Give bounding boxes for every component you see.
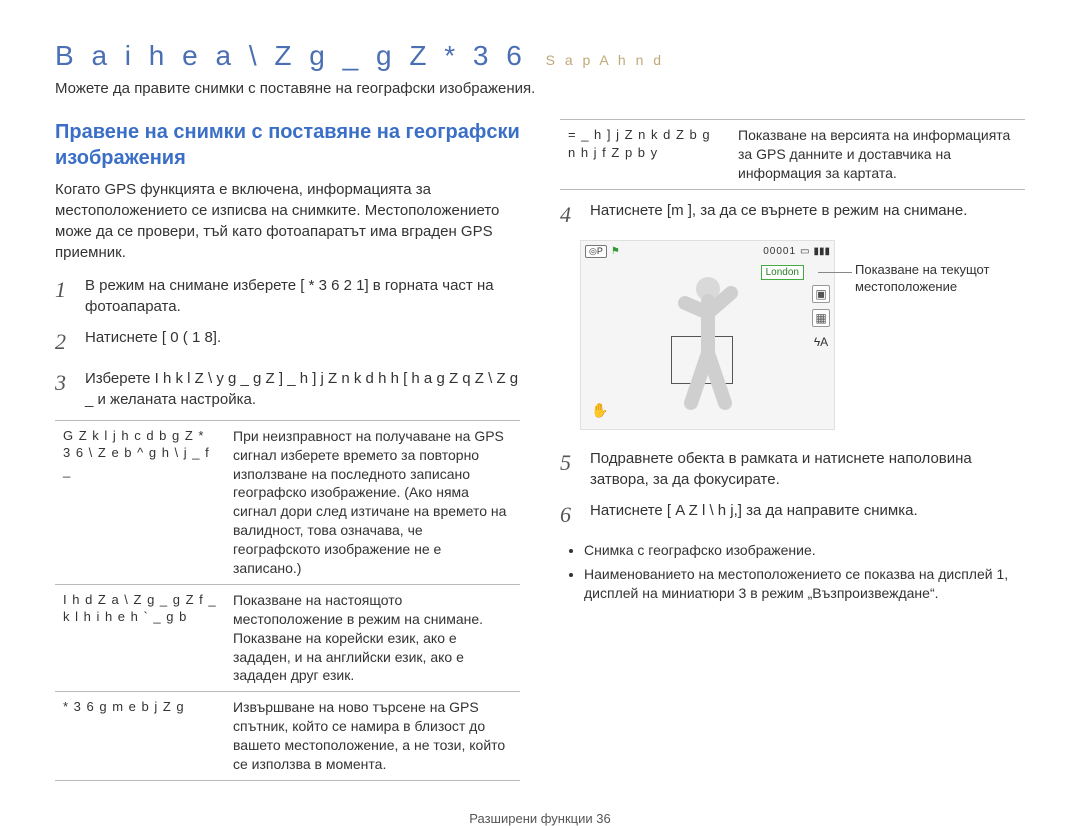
content-columns: Правене на снимки с поставяне на географ… <box>55 119 1025 791</box>
left-column: Правене на снимки с поставяне на географ… <box>55 119 520 791</box>
camera-preview: ◎P ⚑ 00001 ▭ ▮▮▮ London ▣ ▦ ϟA <box>580 240 835 430</box>
step-5: 5 Подравнете обекта в рамката и натиснет… <box>560 448 1025 490</box>
battery-icon: ▮▮▮ <box>813 246 830 257</box>
opt-label: = _ h ] j Z n k d Z b g n h j f Z p b y <box>560 120 730 190</box>
callout-line <box>818 272 852 273</box>
preview-wrap: ◎P ⚑ 00001 ▭ ▮▮▮ London ▣ ▦ ϟA <box>560 240 1025 430</box>
step-2: 2 Натиснете [ 0 ( 1 8]. <box>55 327 520 358</box>
step-6: 6 Натиснете [ A Z l \ h j,] за да направ… <box>560 500 1025 531</box>
step-1: 1 В режим на снимане изберете [ * 3 6 2 … <box>55 275 520 317</box>
right-column: = _ h ] j Z n k d Z b g n h j f Z p b y … <box>560 119 1025 791</box>
topbar-right: 00001 ▭ ▮▮▮ <box>763 246 830 257</box>
step-body: Изберете I h k l Z \ y g _ g Z ] _ h ] j… <box>85 368 520 410</box>
step-body: Натиснете [ 0 ( 1 8]. <box>85 327 520 358</box>
table-row: * 3 6 g m e b j Z g Извършване на ново т… <box>55 692 520 781</box>
step-4: 4 Натиснете [m ], за да се върнете в реж… <box>560 200 1025 231</box>
preview-callout: Показване на текущот местоположение <box>855 262 1055 296</box>
subject-figure <box>673 273 743 417</box>
page-footer: Разширени функции 36 <box>55 811 1025 826</box>
mode-icon: ◎P <box>585 245 607 258</box>
bullet-item: Наименованието на местоположението се по… <box>584 565 1025 604</box>
opt-desc: Показване на настоящото местоположение в… <box>225 584 520 691</box>
step-body: Натиснете [ A Z l \ h j,] за да направит… <box>590 500 1025 531</box>
step-body: Подравнете обекта в рамката и натиснете … <box>590 448 1025 490</box>
step-body: В режим на снимане изберете [ * 3 6 2 1]… <box>85 275 520 317</box>
opt-label: I h d Z a \ Z g _ g Z f _ k l h i h e h … <box>55 584 225 691</box>
options-table-left: G Z k l j h c d b g Z * 3 6 \ Z e b ^ g … <box>55 420 520 781</box>
step-number: 4 <box>560 200 582 231</box>
left-intro: Когато GPS функцията е включена, информа… <box>55 179 520 263</box>
stabilizer-icon: ✋ <box>591 402 608 419</box>
step-3: 3 Изберете I h k l Z \ y g _ g Z ] _ h ]… <box>55 368 520 410</box>
opt-desc: Показване на версията на информацията за… <box>730 120 1025 190</box>
opt-label: * 3 6 g m e b j Z g <box>55 692 225 781</box>
city-tag: London <box>761 265 804 280</box>
card-icon: ▭ <box>800 246 809 257</box>
opt-desc: При неизправност на получаване на GPS си… <box>225 420 520 584</box>
focus-icon: ▣ <box>812 285 830 303</box>
counter: 00001 <box>763 246 796 257</box>
flash-icon: ϟA <box>812 333 830 351</box>
step-number: 2 <box>55 327 77 358</box>
step-number: 6 <box>560 500 582 531</box>
step-body: Натиснете [m ], за да се върнете в режим… <box>590 200 1025 231</box>
section-heading: Правене на снимки с поставяне на географ… <box>55 119 520 171</box>
bullet-list: Снимка с географско изображение. Наимено… <box>584 541 1025 604</box>
title-sub: S a p A h n d <box>546 52 664 68</box>
step-number: 5 <box>560 448 582 490</box>
preview-topbar: ◎P ⚑ 00001 ▭ ▮▮▮ <box>585 245 830 258</box>
step-number: 1 <box>55 275 77 317</box>
options-table-right: = _ h ] j Z n k d Z b g n h j f Z p b y … <box>560 119 1025 190</box>
step-number: 3 <box>55 368 77 410</box>
table-row: G Z k l j h c d b g Z * 3 6 \ Z e b ^ g … <box>55 420 520 584</box>
table-row: I h d Z a \ Z g _ g Z f _ k l h i h e h … <box>55 584 520 691</box>
topbar-left: ◎P ⚑ <box>585 245 620 258</box>
opt-label: G Z k l j h c d b g Z * 3 6 \ Z e b ^ g … <box>55 420 225 584</box>
title-main: B a i h e a \ Z g _ g Z * 3 6 <box>55 40 527 71</box>
right-icon-stack: ▣ ▦ ϟA <box>812 285 830 351</box>
intro-text: Можете да правите снимки с поставяне на … <box>55 80 1025 97</box>
opt-desc: Извършване на ново търсене на GPS спътни… <box>225 692 520 781</box>
setting-icon: ▦ <box>812 309 830 327</box>
gps-icon: ⚑ <box>611 246 620 257</box>
bullet-item: Снимка с географско изображение. <box>584 541 1025 561</box>
table-row: = _ h ] j Z n k d Z b g n h j f Z p b y … <box>560 120 1025 190</box>
page-title: B a i h e a \ Z g _ g Z * 3 6 S a p A h … <box>55 40 1025 72</box>
